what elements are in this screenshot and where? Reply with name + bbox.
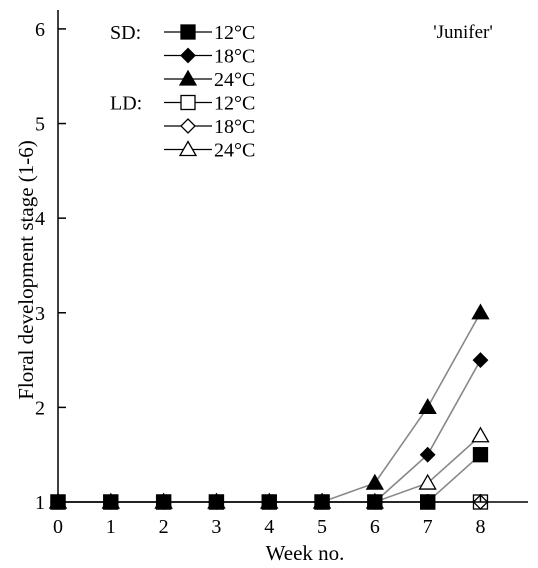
legend-group-label-1: LD: bbox=[110, 93, 142, 115]
legend-entry-label: 18°C bbox=[214, 46, 255, 68]
data-point-sd-triangle bbox=[471, 303, 490, 320]
legend-entry-label: 24°C bbox=[214, 69, 255, 91]
legend-triangle-marker bbox=[178, 140, 198, 157]
x-tick-label: 4 bbox=[264, 516, 274, 538]
x-tick-label: 8 bbox=[475, 516, 485, 538]
x-tick-label: 3 bbox=[211, 516, 221, 538]
legend-diamond-marker bbox=[180, 47, 196, 64]
y-tick-label: 1 bbox=[35, 492, 45, 514]
legend: SD: 12°C18°C24°CLD: 12°C18°C24°C bbox=[110, 22, 255, 162]
data-point-sd-triangle bbox=[418, 398, 437, 415]
data-point-sd-square bbox=[472, 447, 489, 463]
y-tick-label: 2 bbox=[35, 397, 45, 419]
legend-entry-label: 18°C bbox=[214, 116, 255, 138]
data-point-sd-triangle bbox=[365, 473, 384, 490]
legend-entry-label: 24°C bbox=[214, 140, 255, 162]
data-point-ld-triangle bbox=[471, 426, 490, 443]
x-tick-label: 7 bbox=[423, 516, 433, 538]
x-tick-label: 1 bbox=[106, 516, 116, 538]
x-tick-label: 0 bbox=[53, 516, 63, 538]
y-tick-label: 5 bbox=[35, 114, 45, 136]
y-tick-label: 4 bbox=[35, 208, 45, 230]
legend-square-marker bbox=[180, 24, 196, 40]
legend-group-label-0: SD: bbox=[110, 22, 141, 44]
legend-diamond-marker bbox=[180, 118, 196, 134]
data-point-sd-diamond bbox=[472, 352, 489, 368]
legend-triangle-marker bbox=[178, 69, 198, 86]
y-axis-label: Floral development stage (1-6) bbox=[14, 140, 38, 400]
y-tick-label: 6 bbox=[35, 19, 45, 41]
series-line-sd-2 bbox=[58, 312, 482, 503]
series-layer bbox=[48, 303, 490, 510]
series-line-sd-1 bbox=[58, 359, 482, 503]
x-tick-label: 6 bbox=[370, 516, 380, 538]
series-line-ld-5 bbox=[58, 435, 482, 503]
data-point-sd-diamond bbox=[419, 446, 436, 463]
legend-entry-label: 12°C bbox=[214, 93, 255, 115]
y-tick-label: 3 bbox=[35, 303, 45, 325]
legend-entry-label: 12°C bbox=[214, 22, 255, 44]
x-axis-label: Week no. bbox=[266, 541, 345, 565]
legend-square-marker bbox=[180, 94, 196, 111]
cultivar-annotation: 'Junifer' bbox=[433, 22, 493, 43]
x-tick-label: 5 bbox=[317, 516, 327, 538]
x-tick-label: 2 bbox=[159, 516, 169, 538]
data-point-ld-triangle bbox=[418, 473, 437, 490]
